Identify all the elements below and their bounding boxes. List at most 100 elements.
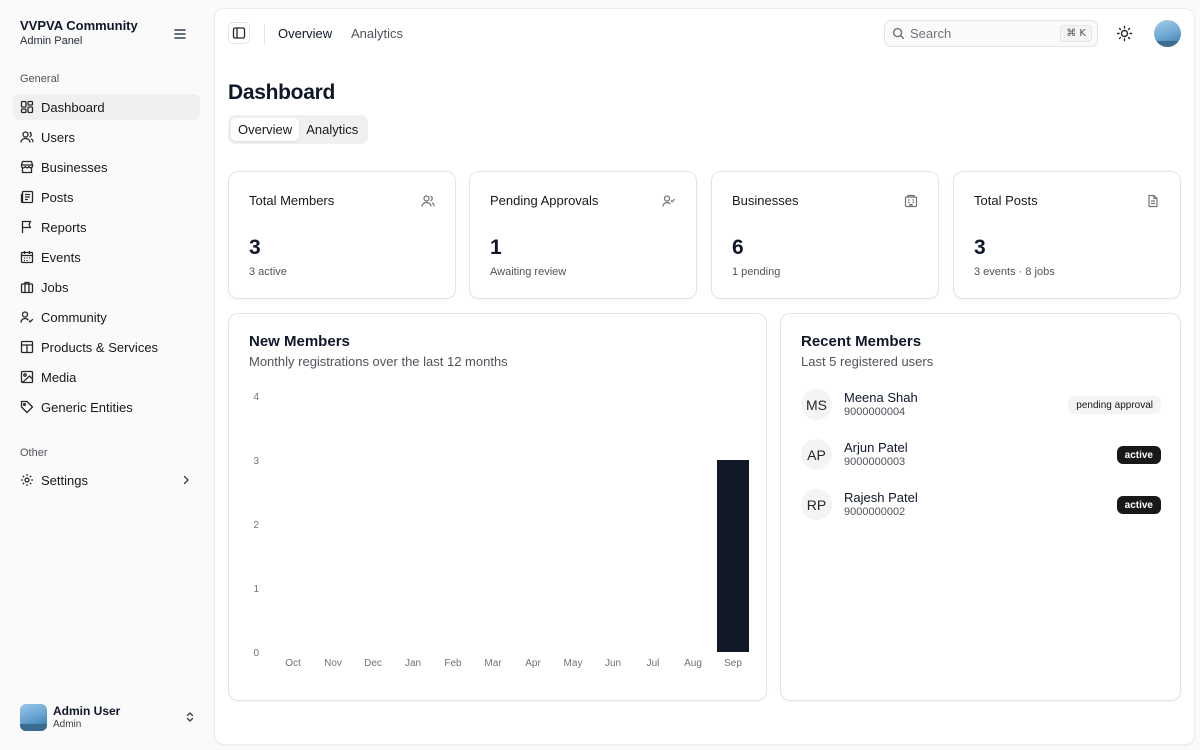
- avatar: [20, 703, 47, 731]
- stat-card-businesses: Businesses 6 1 pending: [711, 171, 939, 299]
- new-members-bar-chart: 0 1 2 3 4 Oct Nov Dec Jan Feb Mar Apr May Jun Jul Aug Se…: [253, 392, 749, 669]
- card-description: Last 5 registered users: [801, 354, 934, 369]
- search-input[interactable]: Search ⌘ K: [884, 20, 1098, 47]
- sidebar-item-label: Settings: [41, 472, 88, 488]
- image-icon: [20, 370, 34, 384]
- sidebar-item-jobs[interactable]: Jobs: [13, 274, 200, 300]
- search-placeholder: Search: [910, 26, 952, 41]
- x-tick-label: Dec: [364, 658, 382, 669]
- sidebar-toggle-icon[interactable]: [228, 22, 250, 44]
- stat-title: Pending Approvals: [490, 193, 599, 208]
- sidebar-item-label: Businesses: [41, 159, 108, 175]
- stat-value: 6: [732, 236, 744, 259]
- menu-toggle-icon[interactable]: [171, 25, 189, 43]
- member-phone: 9000000004: [844, 406, 906, 418]
- x-tick-label: Jun: [605, 658, 621, 669]
- store-icon: [20, 160, 34, 174]
- x-tick-label: Sep: [724, 658, 742, 669]
- tab-analytics[interactable]: Analytics: [306, 122, 359, 137]
- flag-icon: [20, 220, 34, 234]
- sidebar-item-label: Events: [41, 249, 81, 265]
- stat-value: 1: [490, 236, 502, 259]
- user-name: Admin User: [53, 704, 121, 718]
- search-shortcut: ⌘ K: [1060, 25, 1092, 42]
- sidebar-item-products-services[interactable]: Products & Services: [13, 334, 200, 360]
- member-name: Rajesh Patel: [844, 490, 918, 505]
- x-tick-label: Oct: [285, 658, 301, 669]
- stat-subtext: 1 pending: [732, 266, 781, 278]
- group-label-other: Other: [20, 447, 48, 459]
- stat-title: Businesses: [732, 193, 799, 208]
- sidebar-item-label: Users: [41, 129, 75, 145]
- avatar: AP: [801, 439, 832, 470]
- stat-title: Total Members: [249, 193, 335, 208]
- brand[interactable]: VVPVA Community Admin Panel: [20, 18, 138, 47]
- brand-title: VVPVA Community: [20, 18, 138, 33]
- member-phone: 9000000003: [844, 456, 906, 468]
- main-panel: Overview Analytics Search ⌘ K Dashboard …: [214, 8, 1195, 745]
- page-title: Dashboard: [228, 81, 335, 104]
- stat-subtext: 3 active: [249, 266, 287, 278]
- brand-subtitle: Admin Panel: [20, 35, 83, 47]
- community-icon: [20, 310, 34, 324]
- y-tick-label: 2: [253, 520, 259, 531]
- x-tick-label: Feb: [444, 658, 462, 669]
- list-item[interactable]: RP Rajesh Patel 9000000002 active: [801, 489, 1161, 521]
- card-title: New Members: [249, 333, 350, 350]
- chart-bar[interactable]: [717, 460, 749, 652]
- sidebar-item-dashboard[interactable]: Dashboard: [13, 94, 200, 120]
- list-item[interactable]: MS Meena Shah 9000000004 pending approva…: [801, 389, 1161, 421]
- topnav-analytics[interactable]: Analytics: [351, 26, 404, 41]
- list-item[interactable]: AP Arjun Patel 9000000003 active: [801, 439, 1161, 471]
- nav-other: Settings: [13, 467, 200, 497]
- x-tick-label: Aug: [684, 658, 702, 669]
- divider: [264, 24, 265, 44]
- user-role: Admin: [53, 719, 82, 730]
- user-menu[interactable]: Admin User Admin: [20, 703, 196, 731]
- sidebar-item-media[interactable]: Media: [13, 364, 200, 390]
- chevron-up-down-icon: [184, 711, 196, 723]
- stat-value: 3: [249, 236, 261, 259]
- tab-overview[interactable]: Overview: [231, 118, 300, 141]
- new-members-card: New Members Monthly registrations over t…: [228, 313, 767, 701]
- card-title: Recent Members: [801, 333, 922, 350]
- stat-title: Total Posts: [974, 193, 1038, 208]
- sidebar-item-reports[interactable]: Reports: [13, 214, 200, 240]
- users-icon: [421, 194, 435, 208]
- sidebar-item-users[interactable]: Users: [13, 124, 200, 150]
- sidebar-item-label: Dashboard: [41, 99, 105, 115]
- y-tick-label: 1: [253, 584, 259, 595]
- stat-card-total-posts: Total Posts 3 3 events · 8 jobs: [953, 171, 1181, 299]
- sidebar-item-label: Posts: [41, 189, 74, 205]
- x-tick-label: Jul: [647, 658, 660, 669]
- status-badge: active: [1116, 446, 1161, 464]
- status-badge: pending approval: [1068, 396, 1161, 414]
- sidebar-item-posts[interactable]: Posts: [13, 184, 200, 210]
- sidebar-item-settings[interactable]: Settings: [13, 467, 200, 493]
- users-icon: [20, 130, 34, 144]
- nav-general: Dashboard Users Businesses Posts Reports…: [13, 94, 200, 424]
- y-tick-label: 4: [253, 392, 259, 403]
- topnav-overview[interactable]: Overview: [278, 26, 333, 41]
- x-tick-label: May: [564, 658, 583, 669]
- package-icon: [20, 340, 34, 354]
- dashboard-icon: [20, 100, 34, 114]
- sidebar-item-generic-entities[interactable]: Generic Entities: [13, 394, 200, 420]
- sidebar: VVPVA Community Admin Panel General Dash…: [0, 0, 213, 750]
- sun-icon[interactable]: [1116, 25, 1133, 42]
- topbar: Overview Analytics Search ⌘ K: [215, 9, 1194, 59]
- card-description: Monthly registrations over the last 12 m…: [249, 354, 508, 369]
- gear-icon: [20, 473, 34, 487]
- y-tick-label: 0: [253, 648, 259, 659]
- y-tick-label: 3: [253, 456, 259, 467]
- sidebar-item-businesses[interactable]: Businesses: [13, 154, 200, 180]
- profile-avatar[interactable]: [1154, 20, 1181, 47]
- sidebar-item-community[interactable]: Community: [13, 304, 200, 330]
- status-badge: active: [1116, 496, 1161, 514]
- calendar-icon: [20, 250, 34, 264]
- x-tick-label: Apr: [525, 658, 541, 669]
- stat-card-pending-approvals: Pending Approvals 1 Awaiting review: [469, 171, 697, 299]
- newspaper-icon: [20, 190, 34, 204]
- sidebar-item-label: Media: [41, 369, 77, 385]
- sidebar-item-events[interactable]: Events: [13, 244, 200, 270]
